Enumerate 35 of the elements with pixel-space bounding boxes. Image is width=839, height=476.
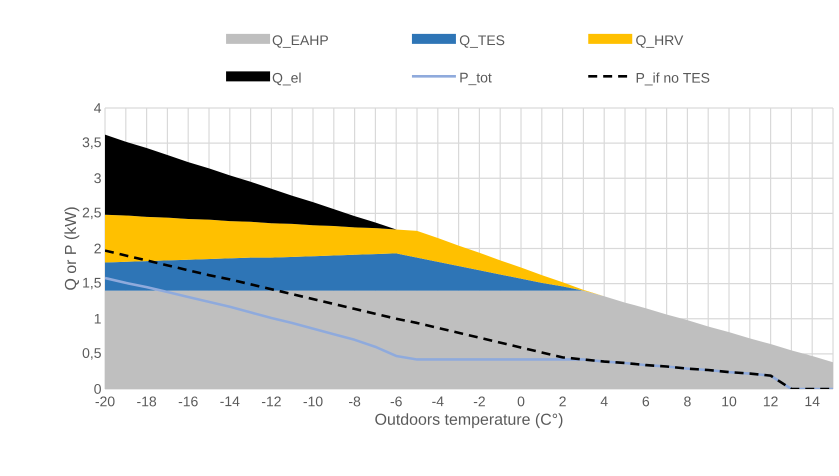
x-tick-label: -10	[304, 396, 323, 406]
legend-label: P_tot	[460, 72, 492, 86]
x-tick-label: 12	[764, 396, 778, 406]
y-tick-label: 0	[94, 384, 101, 394]
x-tick-label: 8	[684, 396, 691, 406]
legend-label: Q_TES	[460, 35, 504, 48]
y-tick-label: 3,5	[82, 137, 101, 149]
legend-label: Q_el	[272, 72, 301, 86]
y-tick-label: 2	[94, 244, 101, 254]
x-tick-label: -12	[262, 396, 281, 406]
y-tick-label: 3	[94, 173, 101, 184]
x-tick-label: 10	[722, 396, 736, 406]
x-tick-label: 0	[518, 396, 524, 406]
x-tick-label: -18	[137, 396, 156, 406]
legend-label: Q_EAHP	[272, 35, 328, 48]
y-tick-label: 1,5	[83, 278, 101, 290]
x-tick-label: 14	[806, 396, 820, 406]
x-axis-title: Outdoors temperature (C°)	[375, 413, 562, 428]
y-tick-label: 0,5	[82, 348, 101, 360]
x-tick-label: -8	[349, 396, 360, 406]
y-tick-label: 1	[94, 314, 101, 324]
x-tick-label: 6	[642, 396, 650, 406]
x-tick-label: 2	[559, 396, 566, 406]
y-axis-title: Q or P (kW)	[64, 207, 80, 290]
y-tick-label: 2,5	[82, 208, 101, 220]
x-tick-label: -6	[390, 396, 402, 406]
x-tick-label: -20	[96, 396, 115, 406]
legend-label: P_if no TES	[636, 72, 710, 86]
y-tick-label: 4	[94, 103, 102, 113]
x-tick-label: -14	[220, 396, 240, 406]
x-tick-label: -4	[432, 396, 444, 406]
x-tick-label: -2	[474, 396, 485, 406]
x-tick-label: 4	[600, 396, 608, 406]
legend-label: Q_HRV	[636, 35, 684, 48]
x-tick-label: -16	[178, 396, 198, 406]
